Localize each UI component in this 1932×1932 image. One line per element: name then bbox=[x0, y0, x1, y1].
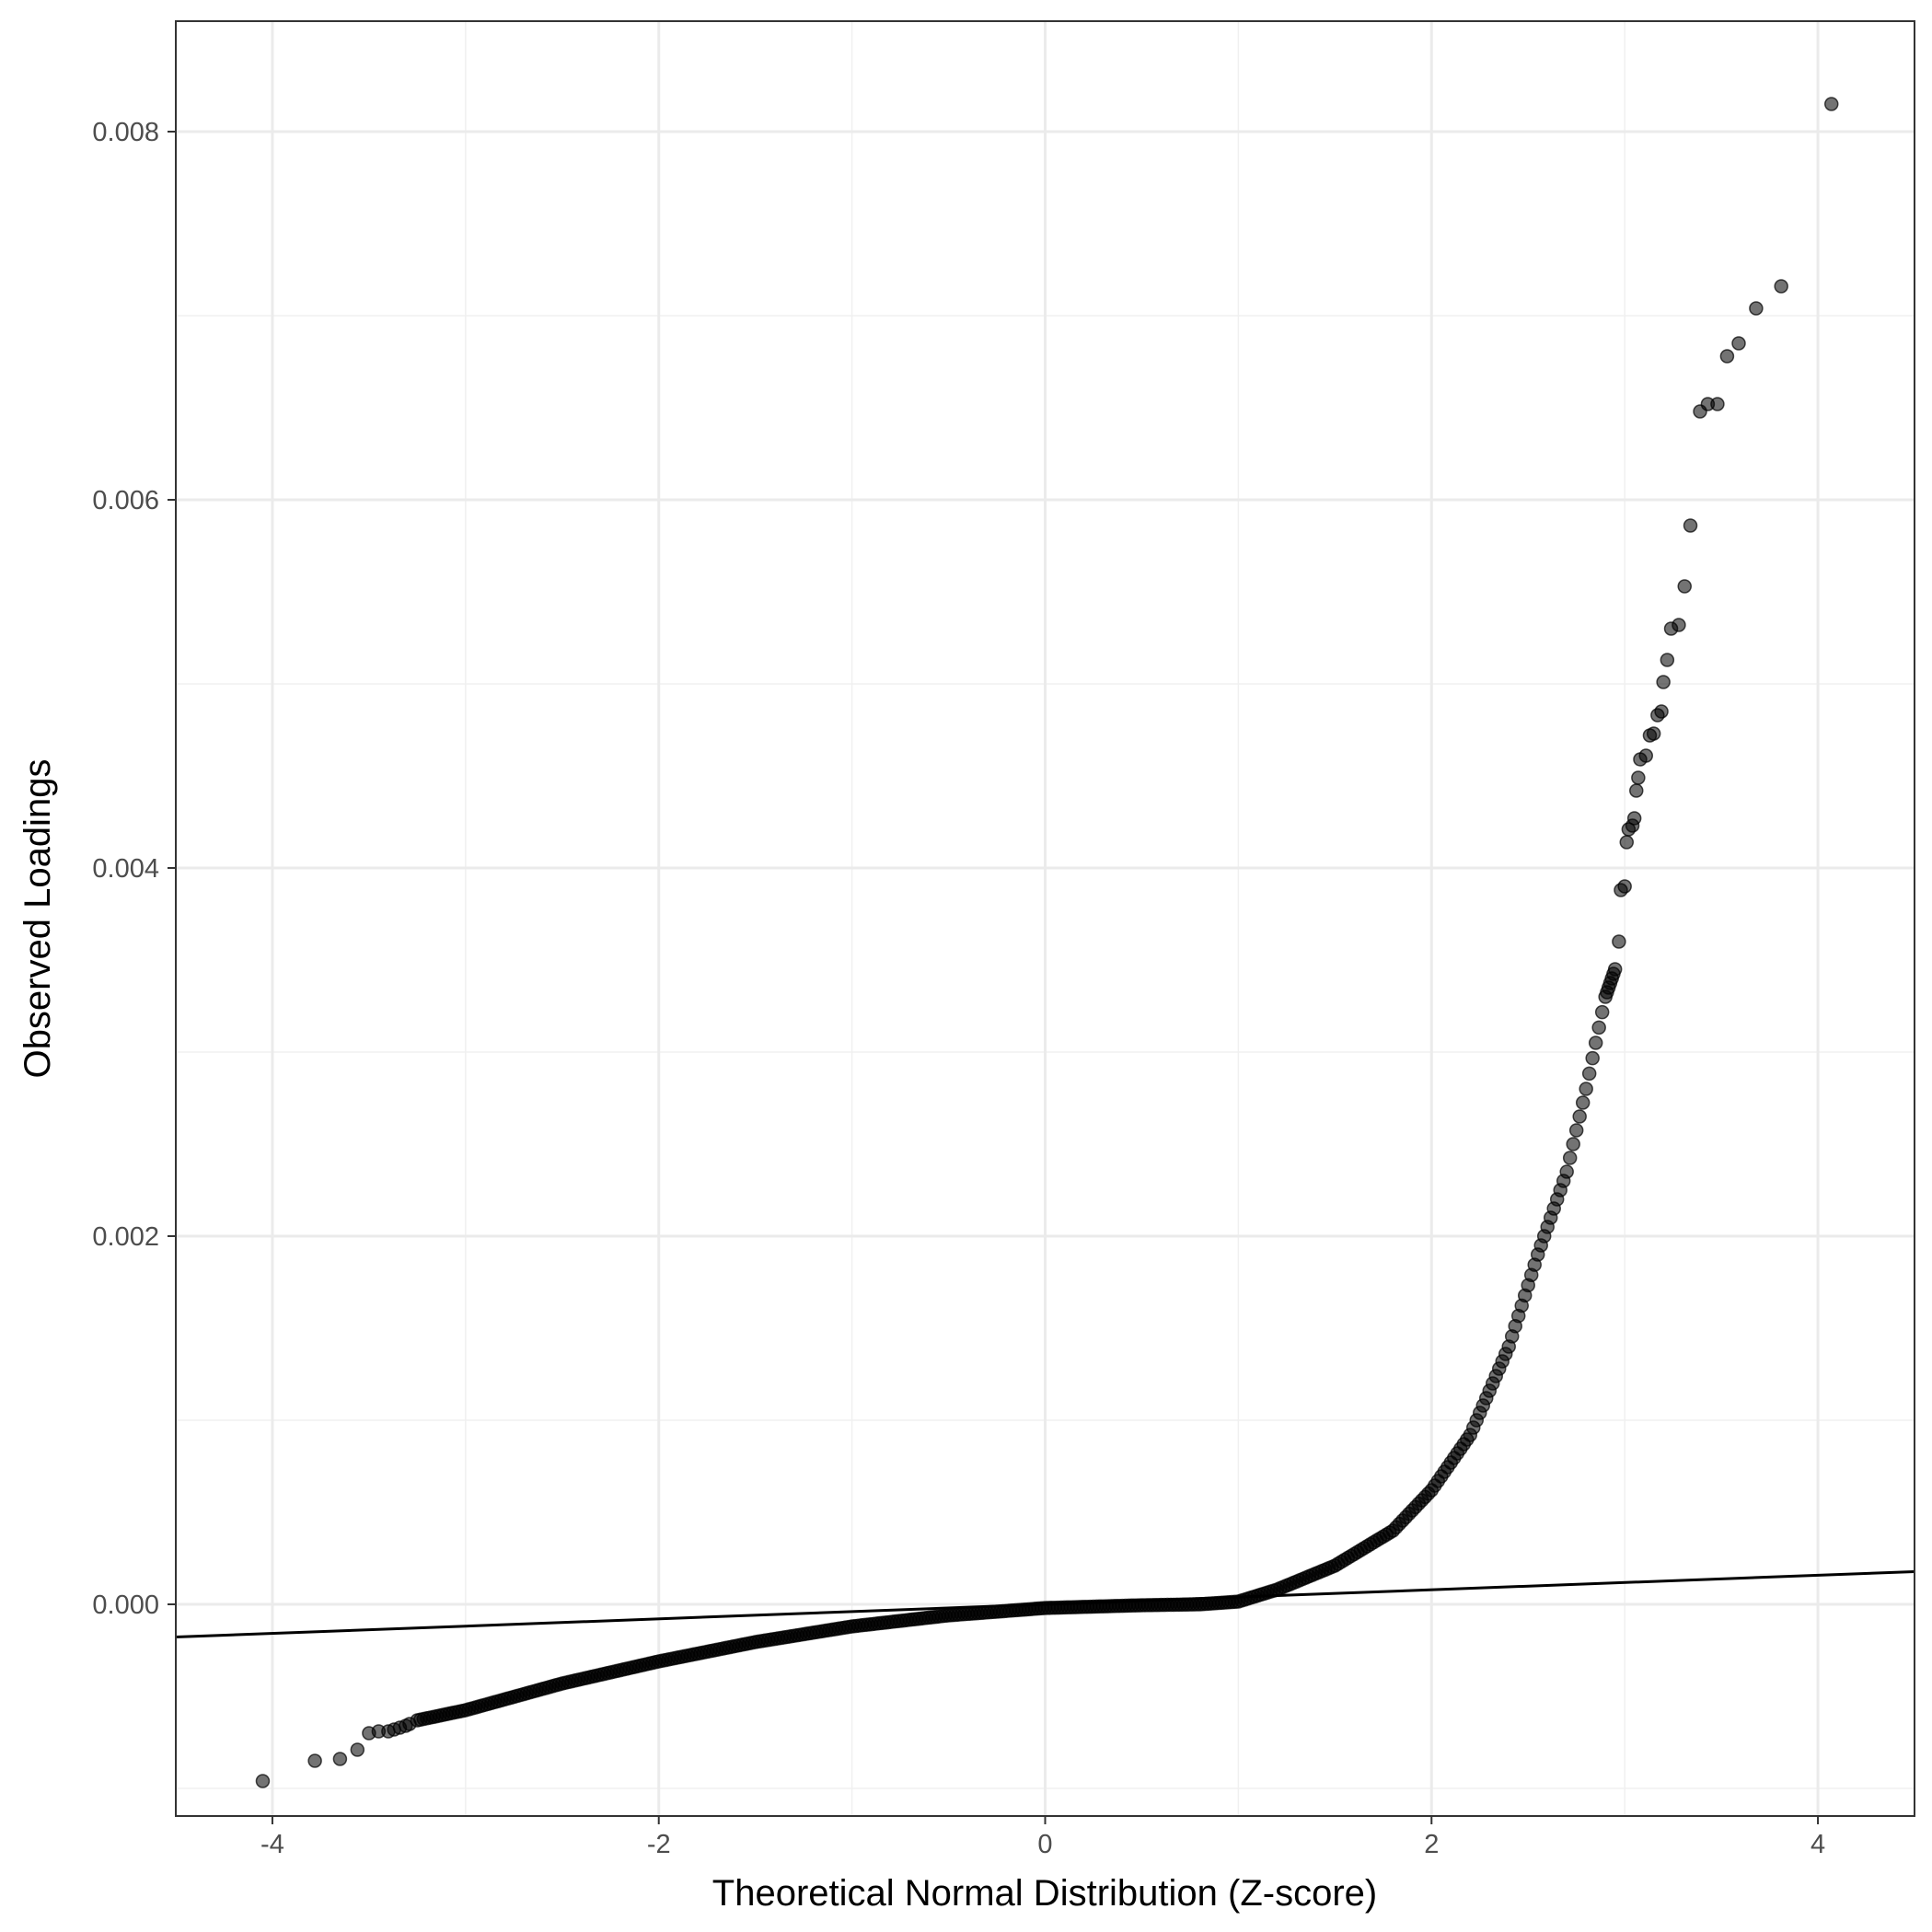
data-point bbox=[1823, 97, 1839, 111]
data-point bbox=[1646, 726, 1661, 741]
data-point bbox=[1594, 1004, 1610, 1020]
y-axis-title: Observed Loadings bbox=[17, 759, 58, 1079]
data-point bbox=[1654, 704, 1669, 719]
data-point bbox=[1719, 349, 1735, 364]
data-point bbox=[1612, 934, 1626, 949]
y-tick-label: 0.008 bbox=[92, 118, 159, 147]
data-point bbox=[1566, 1137, 1580, 1151]
data-point bbox=[1585, 1050, 1600, 1066]
data-point bbox=[1638, 748, 1654, 763]
data-point bbox=[1572, 1109, 1587, 1124]
data-point bbox=[1710, 397, 1725, 411]
x-tick-label: 2 bbox=[1424, 1830, 1439, 1859]
data-point bbox=[1660, 653, 1675, 667]
data-point bbox=[1579, 1082, 1593, 1096]
data-point bbox=[1575, 1095, 1591, 1110]
data-point bbox=[1607, 962, 1623, 977]
x-tick-label: -2 bbox=[647, 1830, 671, 1859]
data-point bbox=[255, 1774, 271, 1788]
data-point bbox=[1731, 336, 1746, 351]
data-point bbox=[1683, 518, 1698, 533]
y-tick-label: 0.002 bbox=[92, 1222, 159, 1252]
data-point bbox=[402, 1717, 417, 1731]
y-tick-label: 0.006 bbox=[92, 486, 159, 515]
x-axis: -4 -2 0 2 4 bbox=[260, 1816, 1825, 1859]
data-point bbox=[1581, 1066, 1597, 1082]
x-tick-label: 4 bbox=[1811, 1830, 1825, 1859]
data-point bbox=[1774, 279, 1788, 294]
data-point bbox=[1619, 835, 1635, 850]
y-tick-label: 0.004 bbox=[92, 854, 159, 884]
data-points bbox=[255, 97, 1839, 1788]
data-point bbox=[1629, 783, 1644, 798]
data-point bbox=[1677, 579, 1692, 594]
data-point bbox=[1617, 879, 1632, 894]
data-point bbox=[1672, 618, 1686, 632]
y-axis: 0.000 0.002 0.004 0.006 0.008 bbox=[92, 118, 176, 1620]
data-point bbox=[1626, 811, 1642, 826]
x-tick-label: 0 bbox=[1037, 1830, 1052, 1859]
y-tick-label: 0.000 bbox=[92, 1591, 159, 1620]
data-point bbox=[332, 1752, 348, 1766]
data-point bbox=[307, 1753, 322, 1768]
data-point bbox=[1749, 301, 1764, 316]
data-point bbox=[1591, 1020, 1606, 1035]
x-tick-label: -4 bbox=[260, 1830, 284, 1859]
data-point bbox=[1559, 1164, 1574, 1179]
data-point bbox=[1568, 1123, 1584, 1138]
data-point bbox=[1631, 770, 1646, 785]
data-point bbox=[1562, 1151, 1578, 1165]
data-point bbox=[1588, 1035, 1603, 1050]
data-point bbox=[1656, 675, 1671, 689]
x-axis-title: Theoretical Normal Distribution (Z-score… bbox=[712, 1873, 1377, 1914]
data-point bbox=[350, 1742, 365, 1757]
